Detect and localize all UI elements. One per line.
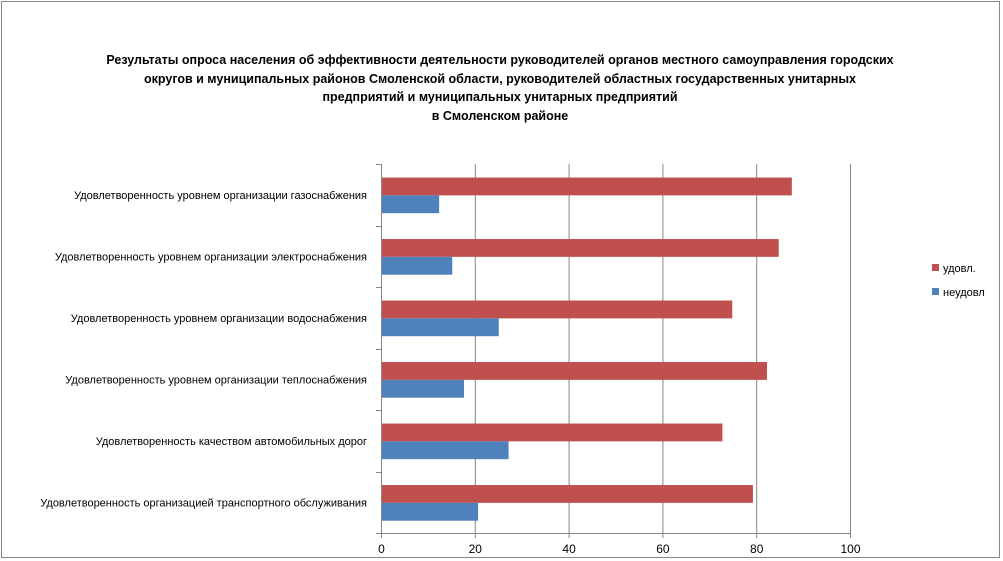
legend-swatch: [932, 288, 939, 295]
title-line: предприятий и муниципальных унитарных пр…: [322, 90, 678, 104]
legend-swatch: [932, 264, 939, 271]
chart-title: Результаты опроса населения об эффективн…: [60, 51, 940, 125]
bar-unsatisfied: [382, 256, 453, 275]
category-label: Удовлетворенность уровнем организации те…: [65, 374, 367, 386]
x-tick-label: 80: [750, 542, 764, 556]
bar-unsatisfied: [382, 195, 440, 214]
bar-satisfied: [382, 239, 779, 257]
category-label: Удовлетворенность уровнем организации во…: [71, 313, 367, 325]
title-line: округов и муниципальных районов Смоленск…: [144, 71, 856, 86]
bar-satisfied: [382, 423, 723, 442]
title-line: в Смоленском районе: [431, 108, 569, 123]
x-tick-label: 100: [840, 542, 860, 556]
bar-unsatisfied: [382, 379, 465, 398]
category-label: Удовлетворенность уровнем организации эл…: [55, 251, 367, 263]
bar-unsatisfied: [382, 318, 499, 337]
category-label: Удовлетворенность уровнем организации га…: [74, 190, 367, 202]
bar-unsatisfied: [382, 502, 479, 521]
x-tick-label: 60: [656, 542, 670, 556]
title-line: Результаты опроса населения об эффективн…: [106, 53, 894, 67]
bar-satisfied: [382, 485, 753, 503]
bar-satisfied: [382, 362, 767, 380]
x-tick-label: 20: [469, 542, 483, 556]
category-label: Удовлетворенность качеством автомобильны…: [96, 436, 367, 448]
category-label: Удовлетворенность организацией транспорт…: [40, 497, 367, 509]
legend-label: неудовл: [943, 287, 985, 299]
bar-unsatisfied: [382, 441, 509, 460]
bar-satisfied: [382, 300, 733, 319]
legend-label: удовл.: [943, 263, 976, 275]
bar-satisfied: [382, 177, 792, 196]
x-tick-label: 40: [562, 542, 576, 556]
x-tick-label: 0: [378, 542, 385, 556]
